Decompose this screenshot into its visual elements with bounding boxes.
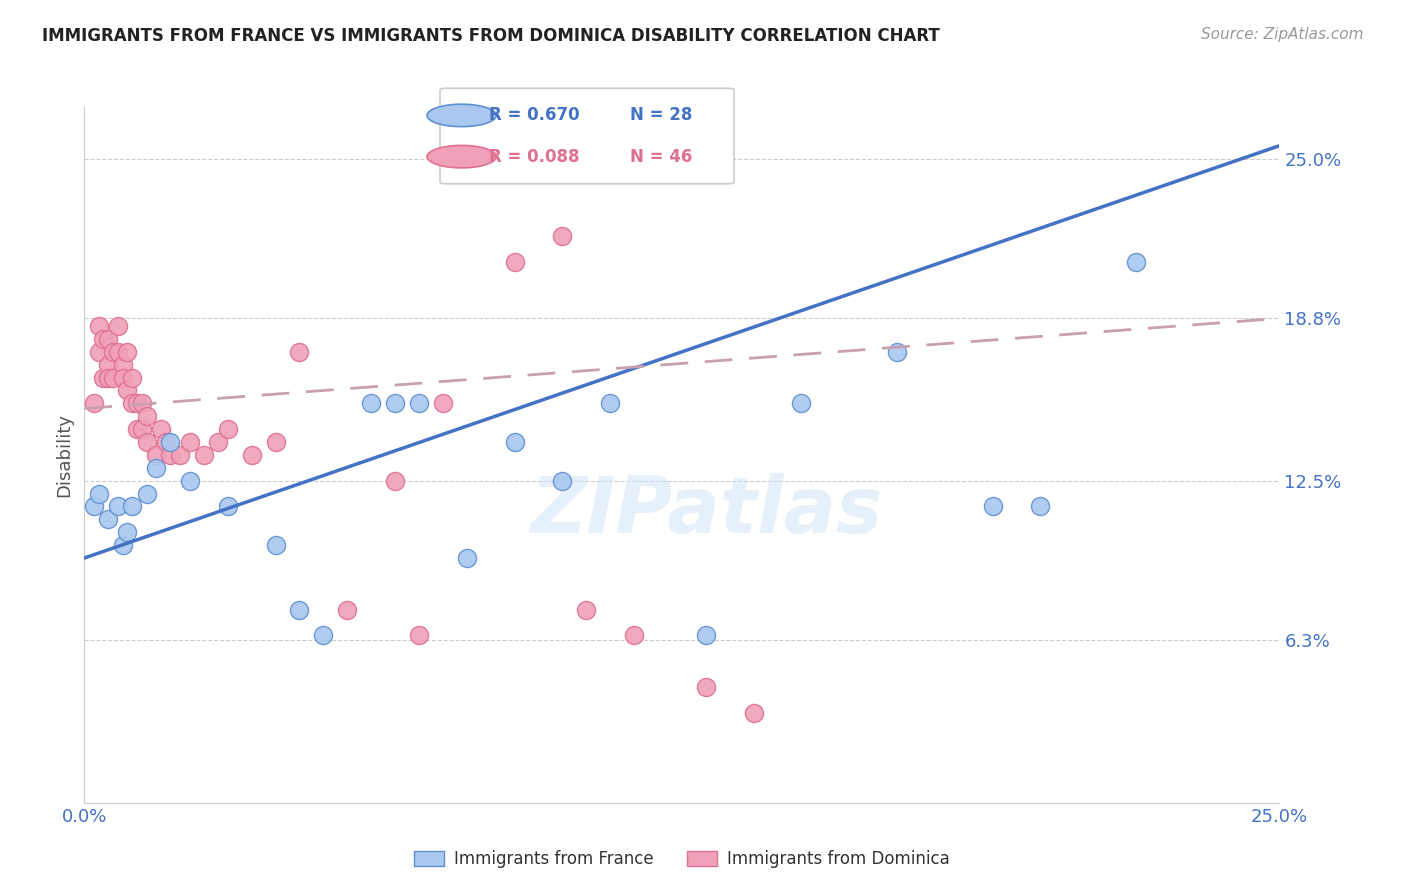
Point: [87, 486, 110, 500]
Point: [207, 435, 229, 450]
Point: [623, 628, 645, 642]
Point: [97, 512, 120, 526]
Point: [145, 448, 167, 462]
Point: [121, 500, 143, 514]
Point: [695, 628, 717, 642]
Point: [135, 409, 157, 424]
Point: [97, 332, 120, 346]
Point: [101, 370, 124, 384]
Point: [288, 344, 311, 359]
Point: [551, 474, 574, 488]
Text: ZIPatlas: ZIPatlas: [530, 473, 882, 549]
Point: [97, 358, 120, 372]
Point: [83, 500, 105, 514]
Point: [384, 474, 406, 488]
Point: [503, 254, 526, 268]
Point: [149, 422, 172, 436]
Point: [217, 500, 239, 514]
Point: [886, 344, 908, 359]
Text: N = 46: N = 46: [630, 148, 693, 166]
Point: [117, 384, 139, 398]
Text: Source: ZipAtlas.com: Source: ZipAtlas.com: [1201, 27, 1364, 42]
Text: N = 28: N = 28: [630, 106, 693, 124]
Circle shape: [427, 104, 496, 127]
Point: [312, 628, 335, 642]
Text: R = 0.088: R = 0.088: [489, 148, 579, 166]
Point: [742, 706, 765, 720]
Point: [87, 319, 110, 334]
Point: [117, 525, 139, 540]
Point: [456, 551, 478, 566]
Point: [125, 422, 148, 436]
Point: [264, 538, 287, 552]
Point: [503, 435, 526, 450]
Point: [384, 396, 406, 410]
FancyBboxPatch shape: [440, 88, 734, 184]
Text: IMMIGRANTS FROM FRANCE VS IMMIGRANTS FROM DOMINICA DISABILITY CORRELATION CHART: IMMIGRANTS FROM FRANCE VS IMMIGRANTS FRO…: [42, 27, 941, 45]
Point: [107, 344, 129, 359]
Point: [111, 358, 134, 372]
Point: [121, 396, 143, 410]
Point: [1029, 500, 1052, 514]
Point: [93, 370, 115, 384]
Point: [695, 680, 717, 694]
Point: [575, 602, 598, 616]
Point: [179, 435, 201, 450]
Legend: Immigrants from France, Immigrants from Dominica: Immigrants from France, Immigrants from …: [408, 843, 956, 874]
Point: [288, 602, 311, 616]
Point: [125, 396, 148, 410]
Point: [111, 370, 134, 384]
Point: [83, 396, 105, 410]
Point: [408, 396, 430, 410]
Point: [145, 460, 167, 475]
Point: [264, 435, 287, 450]
Point: [131, 396, 153, 410]
Point: [981, 500, 1004, 514]
Point: [240, 448, 263, 462]
Point: [217, 422, 239, 436]
Point: [408, 628, 430, 642]
Circle shape: [427, 145, 496, 168]
Point: [135, 435, 157, 450]
Point: [107, 500, 129, 514]
Point: [432, 396, 454, 410]
Point: [87, 344, 110, 359]
Y-axis label: Disability: Disability: [55, 413, 73, 497]
Point: [599, 396, 621, 410]
Point: [131, 422, 153, 436]
Point: [790, 396, 813, 410]
Point: [179, 474, 201, 488]
Point: [97, 370, 120, 384]
Point: [551, 228, 574, 243]
Point: [155, 435, 177, 450]
Point: [101, 344, 124, 359]
Point: [159, 435, 181, 450]
Point: [159, 448, 181, 462]
Point: [169, 448, 191, 462]
Point: [107, 319, 129, 334]
Point: [111, 538, 134, 552]
Point: [117, 344, 139, 359]
Point: [121, 370, 143, 384]
Point: [1125, 254, 1147, 268]
Point: [360, 396, 382, 410]
Point: [135, 486, 157, 500]
Point: [93, 332, 115, 346]
Text: R = 0.670: R = 0.670: [489, 106, 579, 124]
Point: [193, 448, 215, 462]
Point: [336, 602, 359, 616]
